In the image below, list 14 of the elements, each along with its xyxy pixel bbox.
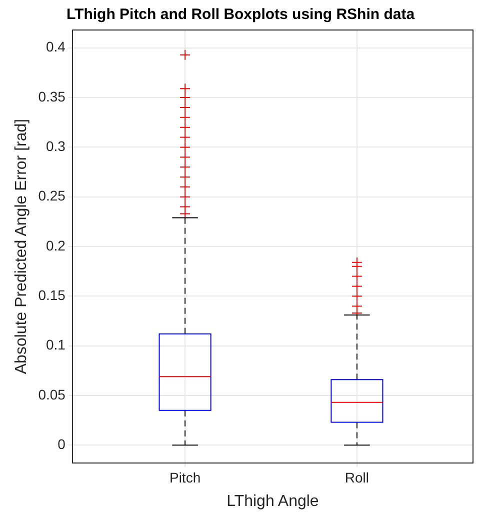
chart-title: LThigh Pitch and Roll Boxplots using RShin data: [66, 6, 416, 24]
y-tick-label: 0.2: [46, 237, 66, 254]
y-tick-label: 0.25: [38, 188, 66, 204]
y-tick-label: 0: [58, 436, 66, 452]
x-tick-label: Pitch: [169, 469, 201, 486]
x-tick-label: Roll: [344, 469, 370, 486]
y-tick-label: 0.3: [46, 138, 66, 154]
x-axis-title: LThigh Angle: [226, 492, 319, 510]
y-tick-label: 0.05: [38, 386, 66, 402]
y-tick-label: 0.15: [38, 287, 66, 304]
y-tick-label: 0.1: [46, 336, 66, 353]
y-axis-title: Absolute Predicted Angle Error [rad]: [13, 118, 30, 374]
y-tick-label: 0.4: [46, 38, 66, 55]
y-tick-label: 0.35: [38, 88, 66, 104]
